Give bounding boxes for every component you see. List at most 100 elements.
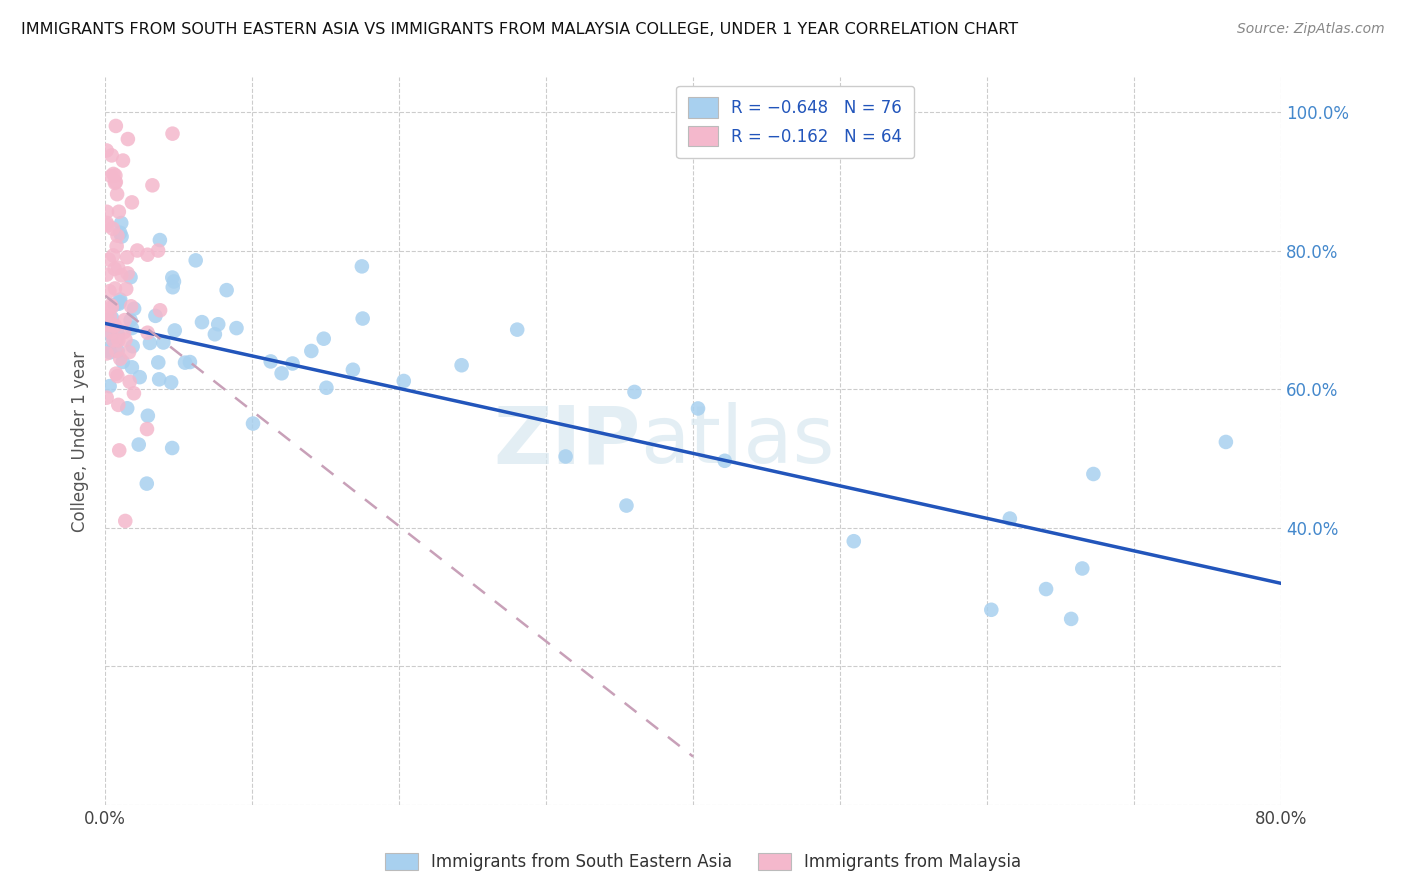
Point — [162, 127, 184, 141]
Point — [118, 345, 141, 359]
Point — [122, 301, 145, 316]
Point — [105, 239, 128, 253]
Point — [184, 253, 207, 268]
Point — [104, 119, 127, 133]
Point — [101, 300, 124, 314]
Point — [103, 319, 125, 334]
Point — [107, 228, 129, 243]
Point — [100, 298, 122, 312]
Point — [179, 355, 201, 369]
Point — [122, 386, 145, 401]
Point — [104, 298, 127, 312]
Point — [107, 344, 129, 359]
Point — [152, 335, 174, 350]
Point — [103, 334, 125, 348]
Point — [98, 379, 121, 393]
Point — [98, 345, 121, 359]
Point — [121, 360, 143, 375]
Point — [105, 333, 128, 347]
Point — [101, 310, 124, 325]
Point — [111, 153, 134, 168]
Point — [163, 323, 186, 337]
Point — [104, 176, 127, 190]
Point — [117, 266, 139, 280]
Point — [215, 283, 238, 297]
Point — [100, 169, 122, 183]
Point — [145, 309, 167, 323]
Point — [135, 476, 157, 491]
Point — [616, 499, 638, 513]
Point — [342, 363, 364, 377]
Point — [980, 603, 1002, 617]
Point — [107, 260, 129, 275]
Point — [108, 351, 131, 366]
Point — [96, 204, 118, 219]
Point — [450, 358, 472, 372]
Point — [105, 367, 128, 381]
Point — [191, 315, 214, 329]
Point — [554, 450, 576, 464]
Legend: R = −0.648   N = 76, R = −0.162   N = 64: R = −0.648 N = 76, R = −0.162 N = 64 — [676, 86, 914, 158]
Point — [299, 343, 322, 358]
Point — [104, 169, 127, 183]
Point — [160, 376, 183, 390]
Point — [149, 233, 172, 247]
Point — [1215, 434, 1237, 449]
Point — [128, 370, 150, 384]
Point — [127, 244, 149, 258]
Point — [163, 275, 186, 289]
Point — [1083, 467, 1105, 481]
Point — [115, 401, 138, 416]
Point — [136, 409, 159, 423]
Point — [162, 280, 184, 294]
Text: IMMIGRANTS FROM SOUTH EASTERN ASIA VS IMMIGRANTS FROM MALAYSIA COLLEGE, UNDER 1 : IMMIGRANTS FROM SOUTH EASTERN ASIA VS IM… — [21, 22, 1018, 37]
Point — [120, 299, 142, 313]
Point — [115, 250, 138, 264]
Point — [174, 356, 197, 370]
Point — [107, 398, 129, 412]
Point — [103, 248, 125, 262]
Point — [686, 401, 709, 416]
Point — [1060, 612, 1083, 626]
Point — [162, 270, 184, 285]
Point — [97, 313, 120, 327]
Point — [108, 296, 131, 310]
Point — [149, 303, 172, 318]
Point — [350, 260, 373, 274]
Point — [270, 367, 292, 381]
Point — [107, 334, 129, 348]
Point — [111, 355, 134, 369]
Point — [136, 422, 159, 436]
Point — [121, 339, 143, 353]
Point — [120, 270, 142, 285]
Point — [204, 327, 226, 342]
Point — [128, 437, 150, 451]
Point — [117, 132, 139, 146]
Point — [281, 357, 304, 371]
Point — [141, 178, 163, 193]
Point — [315, 381, 337, 395]
Point — [97, 343, 120, 358]
Point — [114, 333, 136, 347]
Point — [352, 311, 374, 326]
Point — [98, 310, 121, 324]
Point — [98, 284, 121, 298]
Point — [104, 318, 127, 333]
Point — [104, 281, 127, 295]
Point — [97, 325, 120, 339]
Point — [114, 514, 136, 528]
Point — [1071, 561, 1094, 575]
Point — [96, 391, 118, 405]
Point — [110, 229, 132, 244]
Point — [506, 323, 529, 337]
Point — [115, 282, 138, 296]
Text: atlas: atlas — [640, 402, 835, 480]
Point — [96, 144, 118, 158]
Point — [108, 443, 131, 458]
Point — [312, 332, 335, 346]
Point — [98, 318, 121, 332]
Point — [148, 355, 170, 369]
Point — [107, 326, 129, 341]
Point — [114, 313, 136, 327]
Point — [121, 195, 143, 210]
